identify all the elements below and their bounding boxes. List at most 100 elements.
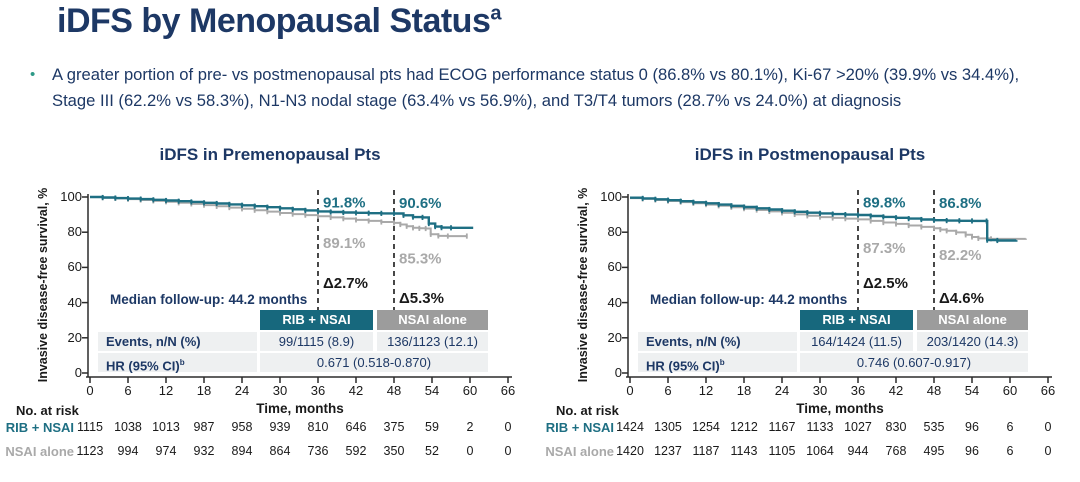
at-risk-count: 1187 (692, 444, 720, 458)
hr-footnote-marker: b (719, 358, 725, 367)
at-risk-count: 894 (231, 444, 253, 458)
at-risk-count: 932 (193, 444, 215, 458)
events-row-label: Events, n/N (%) (638, 332, 797, 351)
at-risk-count: 994 (117, 444, 139, 458)
x-tick-label: 66 (1040, 383, 1056, 398)
at-risk-count: 810 (307, 420, 329, 434)
table-header-rib-nsai: RIB + NSAI (800, 310, 913, 330)
at-risk-row-label-rib-nsai: RIB + NSAI (545, 420, 614, 435)
x-tick-label: 48 (926, 383, 942, 398)
annotation-label: 89.8% (863, 194, 906, 211)
annotation-label: Δ2.5% (863, 275, 908, 292)
x-tick-label: 54 (424, 383, 440, 398)
hr-value: 0.671 (0.518-0.870) (260, 353, 488, 372)
at-risk-count: 1027 (844, 420, 872, 434)
at-risk-count: 2 (466, 420, 474, 434)
median-followup-label: Median follow-up: 44.2 months (110, 292, 308, 307)
y-tick-label: 100 (600, 189, 622, 204)
at-risk-count: 1123 (76, 444, 104, 458)
x-tick-label: 42 (888, 383, 904, 398)
y-tick-label: 80 (607, 224, 622, 240)
y-tick-label: 100 (60, 189, 82, 204)
hr-row-label: HR (95% CI)b (638, 353, 797, 373)
table-header-nsai-alone: NSAI alone (917, 310, 1028, 330)
x-tick-label: 18 (736, 383, 752, 398)
km-chart-panel-premenopausal: iDFS in Premenopausal Pts Invasive disea… (0, 140, 540, 482)
x-tick-label: 54 (964, 383, 980, 398)
no-at-risk-label: No. at risk (16, 403, 79, 418)
x-tick-label: 30 (272, 383, 288, 398)
x-tick-label: 24 (234, 383, 250, 398)
x-tick-label: 36 (310, 383, 326, 398)
x-tick-label: 24 (774, 383, 790, 398)
annotation-label: 82.2% (939, 247, 982, 264)
hr-footnote-marker: b (179, 358, 185, 367)
at-risk-count: 974 (155, 444, 177, 458)
at-risk-count: 736 (307, 444, 329, 458)
km-plot: 91.8% 90.6% 89.1% 85.3% Δ2.7% Δ5.3% (82, 190, 512, 383)
table-header-rib-nsai: RIB + NSAI (260, 310, 373, 330)
at-risk-count: 1167 (768, 420, 796, 434)
x-tick-label: 12 (698, 383, 714, 398)
at-risk-count: 350 (383, 444, 405, 458)
x-tick-label: 66 (500, 383, 516, 398)
x-tick-label: 42 (348, 383, 364, 398)
x-tick-label: 18 (196, 383, 212, 398)
at-risk-count: 0 (504, 420, 512, 434)
bullet-icon: • (30, 66, 36, 83)
km-chart-panel-postmenopausal: iDFS in Postmenopausal Pts Invasive dise… (540, 140, 1080, 482)
at-risk-count: 52 (425, 444, 439, 458)
at-risk-count: 6 (1006, 444, 1014, 458)
no-at-risk-label: No. at risk (556, 403, 619, 418)
summary-bullet: • A greater portion of pre- vs postmenop… (30, 62, 1062, 113)
events-value-rib-nsai: 164/1424 (11.5) (800, 332, 913, 351)
at-risk-count: 944 (847, 444, 869, 458)
y-tick-label: 0 (74, 365, 82, 380)
median-followup-label: Median follow-up: 44.2 months (650, 292, 848, 307)
chart-title: iDFS in Premenopausal Pts (159, 145, 381, 164)
events-row-label: Events, n/N (%) (98, 332, 257, 351)
at-risk-count: 0 (504, 444, 512, 458)
km-plot: 89.8% 86.8% 87.3% 82.2% Δ2.5% Δ4.6% (622, 190, 1052, 383)
x-tick-label: 36 (850, 383, 866, 398)
at-risk-count: 768 (885, 444, 907, 458)
at-risk-count: 830 (885, 420, 907, 434)
x-axis-label: Time, months (796, 401, 884, 416)
at-risk-count: 1013 (152, 420, 180, 434)
at-risk-row-label-nsai-alone: NSAI alone (5, 444, 74, 459)
at-risk-count: 1105 (768, 444, 796, 458)
x-tick-label: 60 (1002, 383, 1018, 398)
at-risk-count: 96 (965, 420, 979, 434)
at-risk-count: 59 (425, 420, 439, 434)
y-tick-label: 80 (67, 224, 82, 240)
annotation-label: 87.3% (863, 240, 906, 257)
at-risk-count: 0 (1044, 444, 1052, 458)
at-risk-count: 96 (965, 444, 979, 458)
at-risk-count: 375 (383, 420, 405, 434)
annotation-label: 90.6% (399, 195, 442, 212)
y-tick-label: 0 (614, 365, 622, 380)
at-risk-count: 939 (269, 420, 291, 434)
events-value-nsai-alone: 203/1420 (14.3) (917, 332, 1028, 351)
at-risk-count: 1424 (616, 420, 644, 434)
annotation-label: 89.1% (323, 235, 366, 252)
title-footnote-marker: a (490, 2, 501, 25)
table-header-nsai-alone: NSAI alone (377, 310, 488, 330)
y-tick-label: 40 (67, 294, 82, 310)
x-tick-label: 6 (124, 383, 132, 398)
at-risk-count: 592 (345, 444, 367, 458)
at-risk-count: 1143 (730, 444, 758, 458)
at-risk-count: 864 (269, 444, 291, 458)
annotation-label: Δ5.3% (399, 290, 444, 307)
annotation-label: Δ4.6% (939, 290, 984, 307)
x-tick-label: 12 (158, 383, 174, 398)
x-tick-label: 60 (462, 383, 478, 398)
at-risk-count: 0 (1044, 420, 1052, 434)
at-risk-count: 535 (923, 420, 945, 434)
at-risk-count: 958 (231, 420, 253, 434)
annotation-label: Δ2.7% (323, 275, 368, 292)
x-tick-label: 48 (386, 383, 402, 398)
at-risk-count: 0 (466, 444, 474, 458)
y-tick-label: 40 (607, 294, 622, 310)
